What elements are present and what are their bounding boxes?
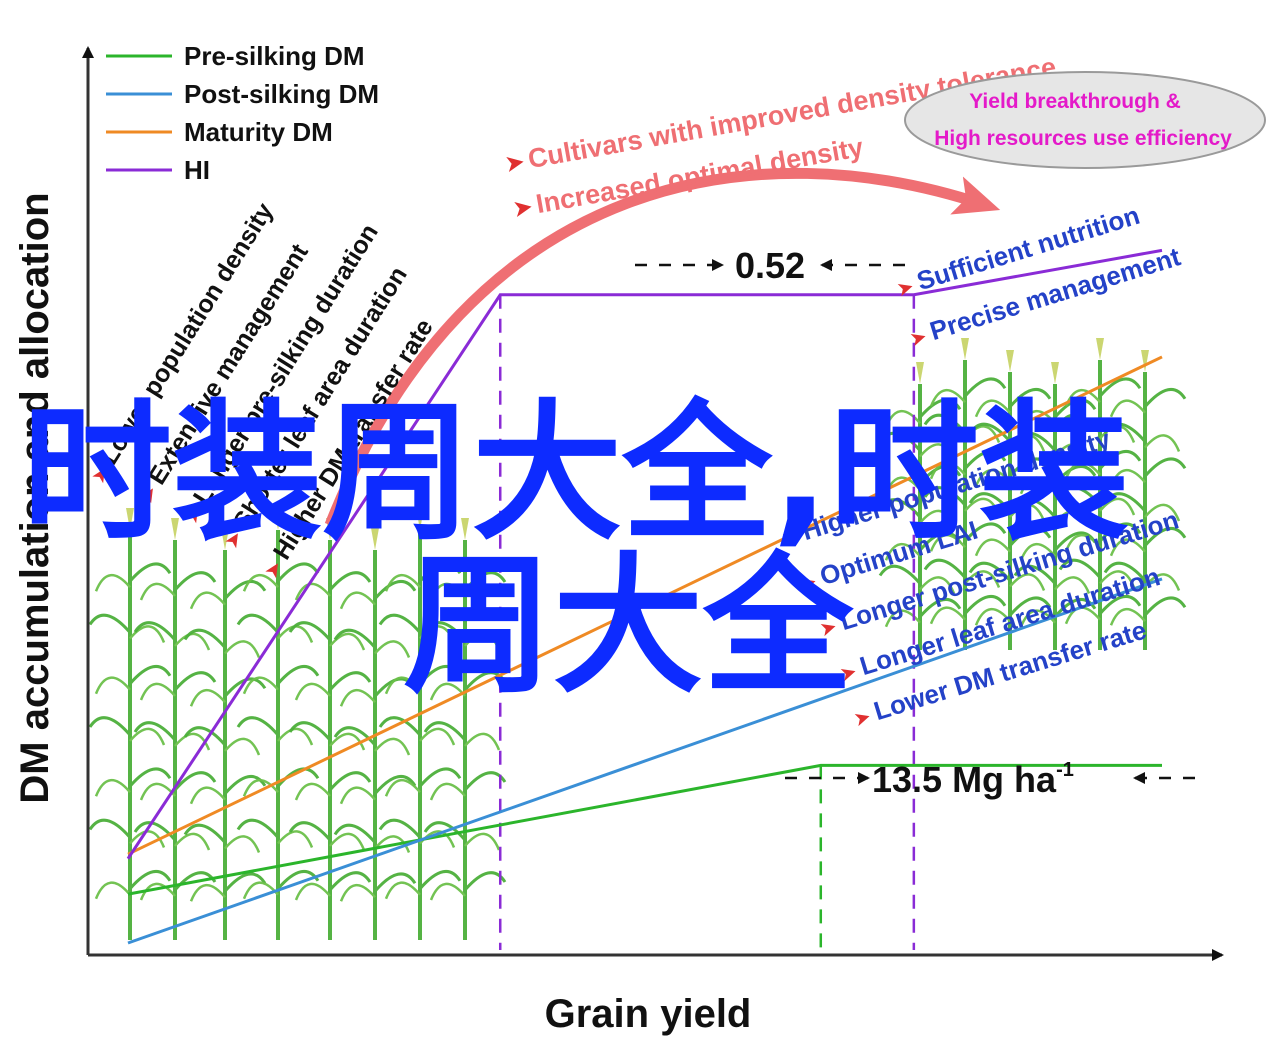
- overlay-text-line-1: 时装周大全,时装: [22, 387, 1129, 561]
- reference-lines: [498, 294, 916, 950]
- series-line-pre-silking-dm: [127, 763, 1162, 896]
- overlay-text-line-2: 周大全: [403, 540, 854, 714]
- legend-label: Maturity DM: [184, 117, 333, 147]
- bullet-icon: ➤: [817, 616, 839, 642]
- overlay-watermark: 时装周大全,时装 周大全: [22, 387, 1129, 714]
- maize-plant: [236, 508, 320, 940]
- yield-annotation: 13.5 Mg ha-1: [785, 759, 1195, 800]
- bullet-icon: ➤: [851, 706, 873, 732]
- series-line-post-silking-dm: [127, 577, 1163, 945]
- series-lines: [126, 248, 1163, 945]
- ellipse-line-1: Yield breakthrough &: [969, 90, 1181, 113]
- maize-plant: [88, 508, 172, 940]
- series-line-maturity-dm: [127, 355, 1163, 856]
- arrow-bullet-icon: ➤: [503, 149, 527, 178]
- legend-label: Pre-silking DM: [184, 41, 365, 71]
- maize-plant: [968, 350, 1052, 650]
- y-axis-title: DM accumulation and allocation: [13, 192, 57, 803]
- maize-plant: [1103, 350, 1187, 650]
- maize-plant: [378, 508, 462, 940]
- yield-value-text: 13.5 Mg ha: [872, 759, 1057, 800]
- bullet-icon: ➤: [907, 326, 929, 352]
- maize-plant: [1013, 362, 1097, 650]
- series-line-hi: [126, 248, 1163, 860]
- maize-plant: [923, 338, 1007, 650]
- axes: [82, 46, 1224, 961]
- bullet-icon: ➤: [779, 526, 801, 552]
- yield-value-label: 13.5 Mg ha-1: [872, 759, 1074, 800]
- legend: Pre-silking DM Post-silking DM Maturity DM…: [106, 41, 379, 185]
- maize-plant: [333, 528, 417, 940]
- ellipse-line-2: High resources use efficiency: [934, 127, 1232, 150]
- density-arrow: [324, 167, 1001, 528]
- bullet-icon: ➤: [837, 661, 859, 687]
- hi-annotation: 0.52: [635, 245, 905, 286]
- hi-value-label: 0.52: [735, 245, 805, 286]
- maize-plant: [878, 362, 962, 650]
- legend-label: Post-silking DM: [184, 79, 379, 109]
- bullet-icon: ➤: [894, 276, 916, 302]
- x-axis-title: Grain yield: [545, 992, 752, 1036]
- yield-breakthrough-ellipse: Yield breakthrough & High resources use …: [904, 71, 1266, 169]
- yield-unit-sup: -1: [1056, 759, 1074, 781]
- arrow-bullet-icon: ➤: [511, 194, 535, 223]
- legend-label: HI: [184, 155, 210, 185]
- bullet-icon: ➤: [797, 571, 819, 597]
